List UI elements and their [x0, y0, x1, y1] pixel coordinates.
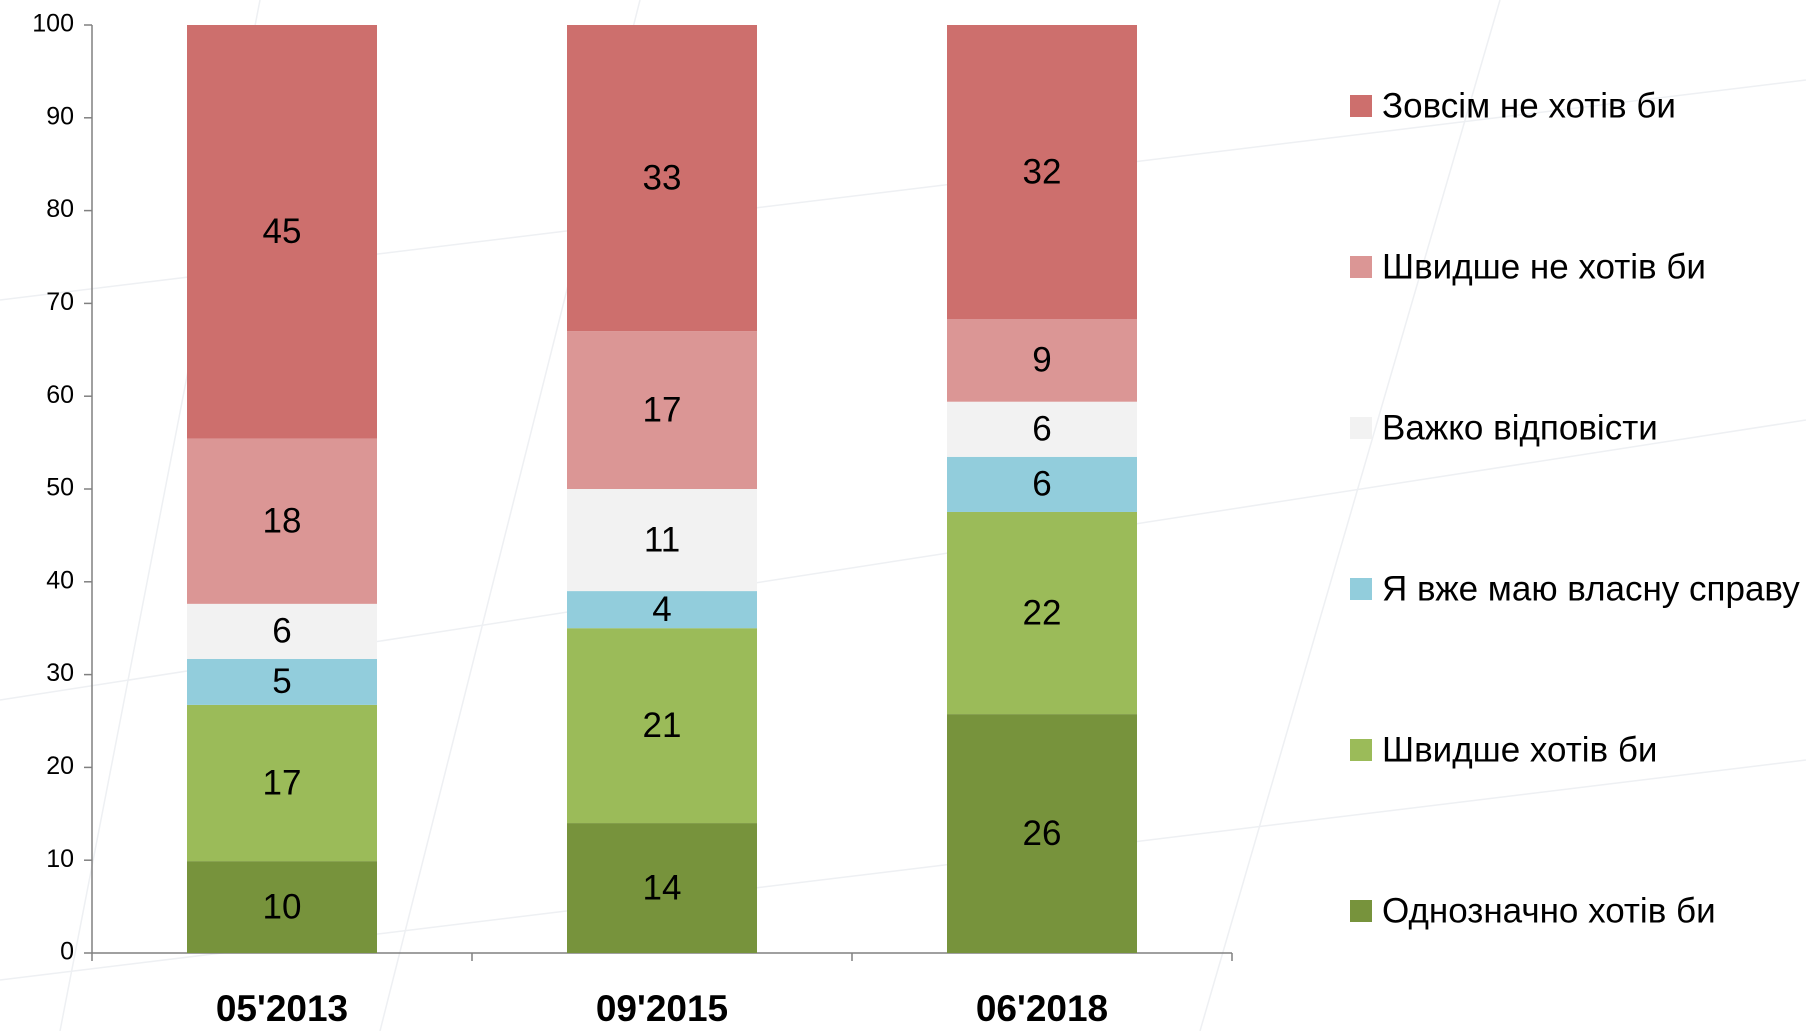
- x-tick-label: 09'2015: [596, 988, 728, 1029]
- legend-swatch: [1350, 578, 1372, 600]
- bar-segment: [187, 438, 377, 604]
- value-label: 9: [1032, 341, 1051, 380]
- value-label: 11: [644, 520, 680, 559]
- bar-segment: [567, 331, 757, 489]
- bar-segment: [947, 401, 1137, 457]
- y-tick-label: 10: [46, 845, 74, 873]
- bar-segment: [567, 628, 757, 824]
- legend-swatch: [1350, 95, 1372, 117]
- legend-swatch: [1350, 256, 1372, 278]
- bar-segment: [187, 25, 377, 439]
- legend-label: Важко відповісти: [1382, 408, 1658, 447]
- value-label: 22: [1023, 593, 1062, 632]
- bar-segment: [947, 25, 1137, 320]
- value-label: 21: [643, 706, 682, 745]
- value-label: 10: [263, 887, 302, 926]
- value-label: 14: [643, 868, 682, 907]
- bar-segment: [187, 603, 377, 659]
- x-tick-label: 05'2013: [216, 988, 348, 1029]
- y-tick-label: 20: [46, 752, 74, 780]
- legend-label: Зовсім не хотів би: [1382, 86, 1676, 125]
- bar-segment: [187, 861, 377, 953]
- y-tick-label: 30: [46, 659, 74, 687]
- value-label: 6: [1032, 410, 1051, 449]
- legend-swatch: [1350, 739, 1372, 761]
- value-label: 6: [272, 612, 291, 651]
- legend-swatch: [1350, 900, 1372, 922]
- bar-segment: [567, 25, 757, 332]
- value-label: 33: [643, 158, 682, 197]
- value-label: 32: [1023, 152, 1062, 191]
- y-tick-label: 60: [46, 381, 74, 409]
- x-tick-label: 06'2018: [976, 988, 1108, 1029]
- bar-segment: [187, 658, 377, 705]
- y-tick-label: 80: [46, 195, 74, 223]
- value-label: 17: [263, 763, 302, 802]
- legend-label: Швидше не хотів би: [1382, 247, 1706, 286]
- bar-segment: [187, 704, 377, 862]
- legend-swatch: [1350, 417, 1372, 439]
- value-label: 5: [272, 662, 291, 701]
- legend-label: Я вже маю власну справу: [1382, 569, 1800, 608]
- legend-label: Однозначно хотів би: [1382, 891, 1716, 930]
- bar-segment: [567, 489, 757, 592]
- y-tick-label: 70: [46, 288, 74, 316]
- value-label: 17: [643, 390, 682, 429]
- legend-label: Швидше хотів би: [1382, 730, 1657, 769]
- value-label: 45: [263, 212, 302, 251]
- bar-segment: [947, 511, 1137, 715]
- value-label: 4: [652, 590, 671, 629]
- value-label: 18: [263, 501, 302, 540]
- bar-segment: [567, 591, 757, 629]
- y-tick-label: 40: [46, 566, 74, 594]
- bar-segment: [947, 456, 1137, 512]
- y-tick-label: 50: [46, 474, 74, 502]
- y-tick-label: 0: [60, 938, 74, 966]
- value-label: 6: [1032, 465, 1051, 504]
- bar-segment: [947, 714, 1137, 953]
- bar-segment: [567, 823, 757, 953]
- value-label: 26: [1023, 814, 1062, 853]
- y-tick-label: 90: [46, 102, 74, 130]
- bar-segment: [947, 319, 1137, 402]
- y-tick-label: 100: [32, 10, 74, 38]
